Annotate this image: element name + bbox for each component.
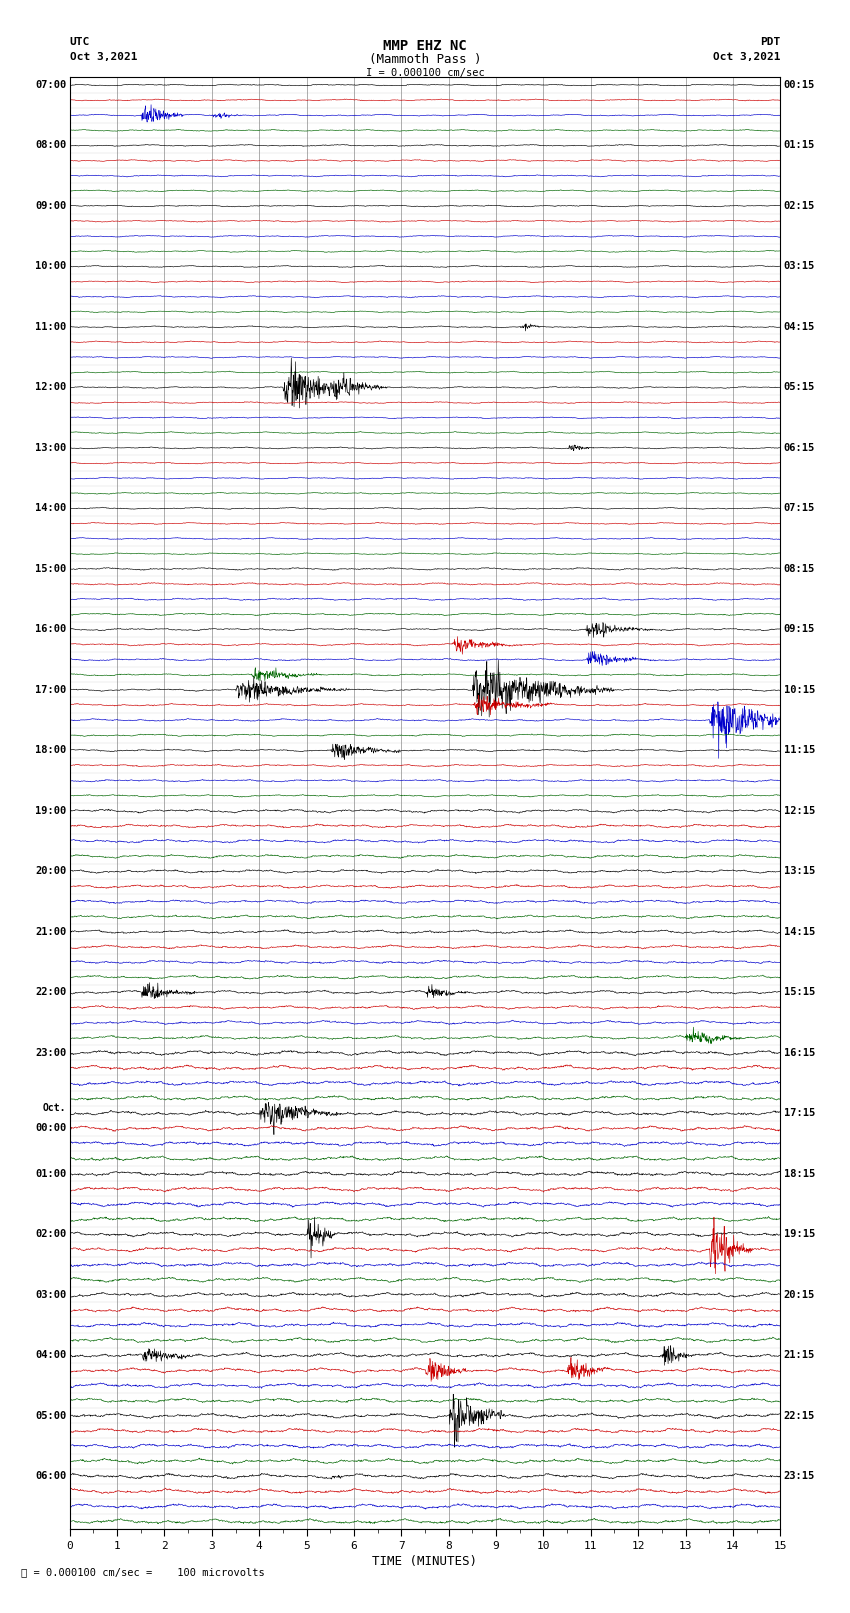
Text: 07:15: 07:15 bbox=[784, 503, 815, 513]
Text: 13:15: 13:15 bbox=[784, 866, 815, 876]
Text: 19:00: 19:00 bbox=[35, 806, 66, 816]
Text: 18:00: 18:00 bbox=[35, 745, 66, 755]
Text: UTC: UTC bbox=[70, 37, 90, 47]
Text: 07:00: 07:00 bbox=[35, 81, 66, 90]
Text: 19:15: 19:15 bbox=[784, 1229, 815, 1239]
Text: 09:15: 09:15 bbox=[784, 624, 815, 634]
Text: 03:15: 03:15 bbox=[784, 261, 815, 271]
Text: 23:00: 23:00 bbox=[35, 1048, 66, 1058]
Text: 00:15: 00:15 bbox=[784, 81, 815, 90]
Text: 10:00: 10:00 bbox=[35, 261, 66, 271]
Text: 06:15: 06:15 bbox=[784, 444, 815, 453]
Text: 15:15: 15:15 bbox=[784, 987, 815, 997]
Text: ⎹ = 0.000100 cm/sec =    100 microvolts: ⎹ = 0.000100 cm/sec = 100 microvolts bbox=[21, 1568, 265, 1578]
Text: 05:00: 05:00 bbox=[35, 1411, 66, 1421]
Text: 02:15: 02:15 bbox=[784, 202, 815, 211]
Text: I = 0.000100 cm/sec: I = 0.000100 cm/sec bbox=[366, 68, 484, 77]
Text: Oct.: Oct. bbox=[42, 1103, 66, 1113]
Text: 11:00: 11:00 bbox=[35, 323, 66, 332]
Text: 17:00: 17:00 bbox=[35, 686, 66, 695]
Text: 21:15: 21:15 bbox=[784, 1350, 815, 1360]
Text: 13:00: 13:00 bbox=[35, 444, 66, 453]
Text: 16:15: 16:15 bbox=[784, 1048, 815, 1058]
Text: 17:15: 17:15 bbox=[784, 1108, 815, 1118]
Text: 03:00: 03:00 bbox=[35, 1290, 66, 1300]
Text: 05:15: 05:15 bbox=[784, 382, 815, 392]
Text: 15:00: 15:00 bbox=[35, 565, 66, 574]
Text: (Mammoth Pass ): (Mammoth Pass ) bbox=[369, 53, 481, 66]
Text: 01:00: 01:00 bbox=[35, 1169, 66, 1179]
Text: 21:00: 21:00 bbox=[35, 927, 66, 937]
X-axis label: TIME (MINUTES): TIME (MINUTES) bbox=[372, 1555, 478, 1568]
Text: 14:00: 14:00 bbox=[35, 503, 66, 513]
Text: 01:15: 01:15 bbox=[784, 140, 815, 150]
Text: MMP EHZ NC: MMP EHZ NC bbox=[383, 39, 467, 53]
Text: 04:00: 04:00 bbox=[35, 1350, 66, 1360]
Text: 10:15: 10:15 bbox=[784, 686, 815, 695]
Text: 20:00: 20:00 bbox=[35, 866, 66, 876]
Text: Oct 3,2021: Oct 3,2021 bbox=[713, 52, 780, 61]
Text: 08:15: 08:15 bbox=[784, 565, 815, 574]
Text: 18:15: 18:15 bbox=[784, 1169, 815, 1179]
Text: 16:00: 16:00 bbox=[35, 624, 66, 634]
Text: 12:15: 12:15 bbox=[784, 806, 815, 816]
Text: 06:00: 06:00 bbox=[35, 1471, 66, 1481]
Text: 14:15: 14:15 bbox=[784, 927, 815, 937]
Text: PDT: PDT bbox=[760, 37, 780, 47]
Text: 09:00: 09:00 bbox=[35, 202, 66, 211]
Text: 22:00: 22:00 bbox=[35, 987, 66, 997]
Text: 02:00: 02:00 bbox=[35, 1229, 66, 1239]
Text: 11:15: 11:15 bbox=[784, 745, 815, 755]
Text: Oct 3,2021: Oct 3,2021 bbox=[70, 52, 137, 61]
Text: 20:15: 20:15 bbox=[784, 1290, 815, 1300]
Text: 22:15: 22:15 bbox=[784, 1411, 815, 1421]
Text: 00:00: 00:00 bbox=[35, 1123, 66, 1134]
Text: 23:15: 23:15 bbox=[784, 1471, 815, 1481]
Text: 04:15: 04:15 bbox=[784, 323, 815, 332]
Text: 08:00: 08:00 bbox=[35, 140, 66, 150]
Text: 12:00: 12:00 bbox=[35, 382, 66, 392]
